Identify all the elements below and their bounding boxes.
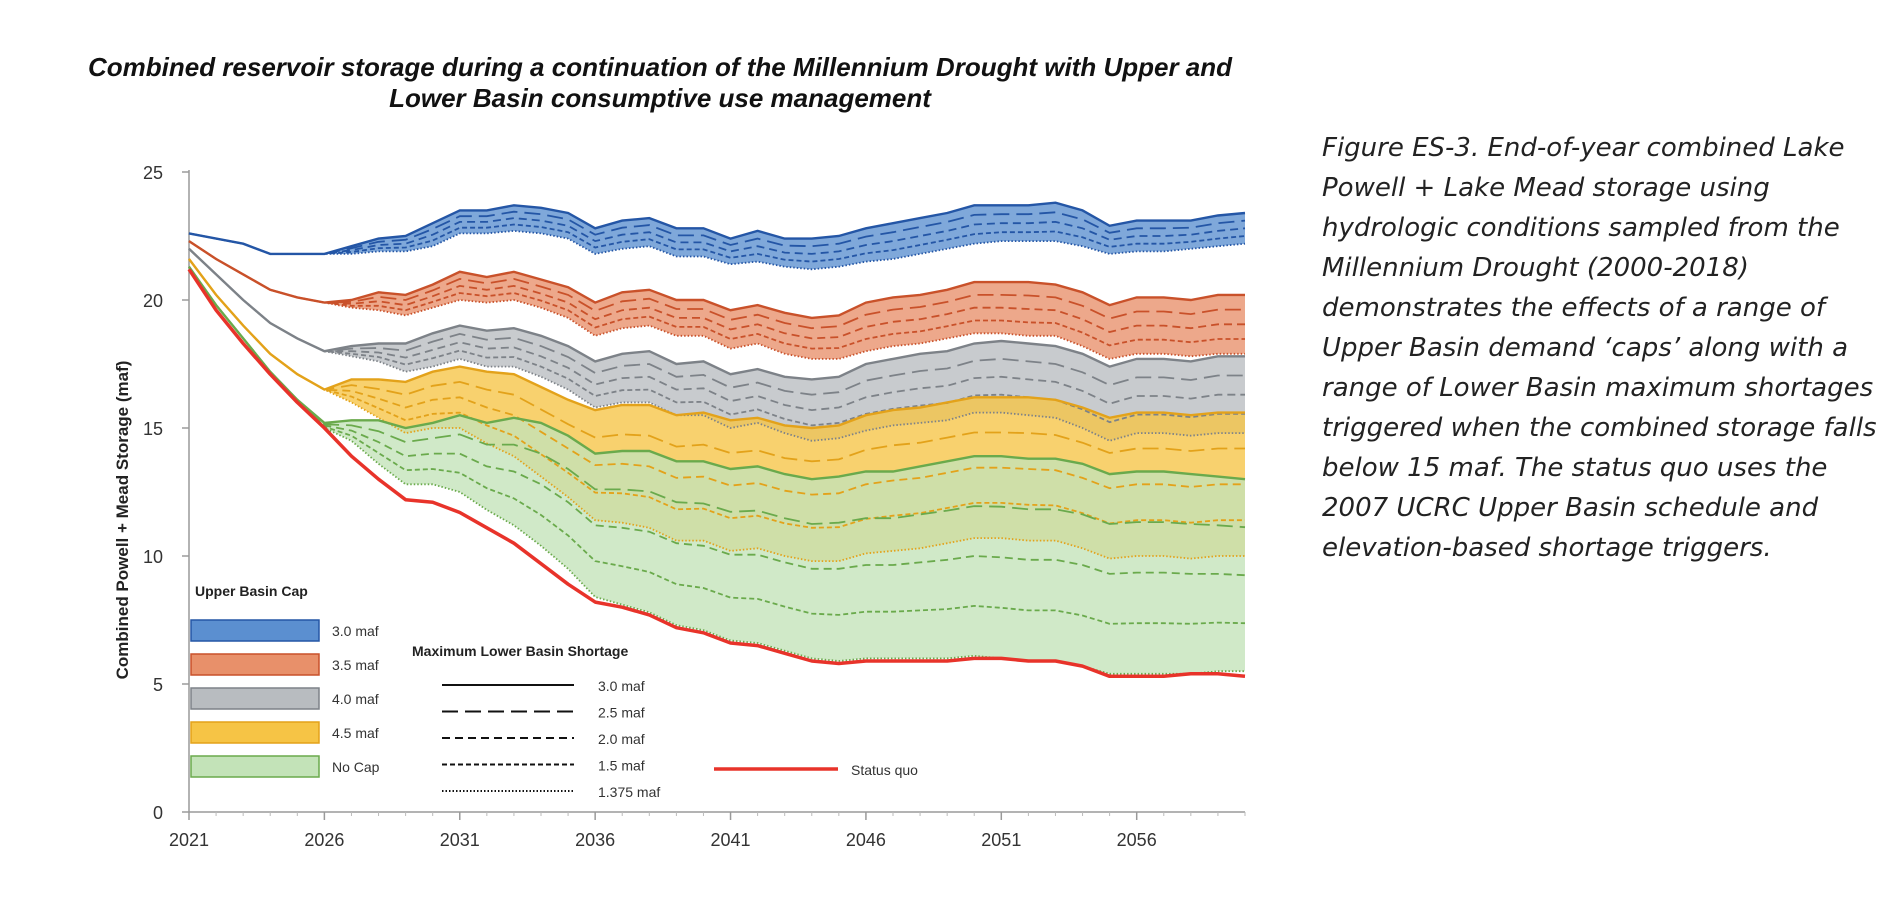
y-tick-label: 5 bbox=[153, 675, 163, 695]
legend-label-status-quo: Status quo bbox=[851, 762, 918, 778]
legend-label-shortage-1: 2.5 maf bbox=[598, 705, 645, 721]
y-axis-label: Combined Powell + Mead Storage (maf) bbox=[113, 361, 132, 680]
cap-0-shortage-line-1 bbox=[188, 210, 1246, 255]
cap-4-shortage-line-0 bbox=[188, 266, 1246, 481]
legend-swatch-cap-4 bbox=[190, 755, 320, 778]
y-tick-label: 15 bbox=[143, 419, 163, 439]
cap-2-shortage-line-2 bbox=[188, 248, 1245, 412]
x-tick-label: 2021 bbox=[169, 830, 209, 850]
cap-4-shortage-line-2 bbox=[188, 266, 1246, 577]
cap-4-shortage-line-1 bbox=[188, 266, 1246, 529]
legend-swatch-cap-3 bbox=[190, 721, 320, 744]
cap-band-2 bbox=[189, 248, 1245, 441]
legend-label-shortage-2: 2.0 maf bbox=[598, 731, 645, 747]
cap-1-shortage-line-0 bbox=[188, 240, 1245, 320]
cap-0-shortage-line-3 bbox=[188, 223, 1246, 263]
cap-1-shortage-line-2 bbox=[188, 240, 1245, 340]
cap-2-shortage-line-3 bbox=[188, 248, 1245, 427]
legend-label-cap-2: 4.0 maf bbox=[332, 691, 379, 707]
status-quo-line bbox=[187, 268, 1246, 679]
legend: Upper Basin Cap 3.0 maf 3.5 maf 4.0 maf 4.5 … bbox=[190, 583, 918, 800]
cap-0-shortage-line-0 bbox=[188, 201, 1246, 256]
cap-3-shortage-line-1 bbox=[188, 258, 1245, 463]
cap-2-shortage-line-1 bbox=[188, 248, 1245, 396]
x-tick-label: 2041 bbox=[711, 830, 751, 850]
legend-label-cap-1: 3.5 maf bbox=[332, 657, 379, 673]
legend-label-cap-3: 4.5 maf bbox=[332, 725, 379, 741]
x-tick-label: 2026 bbox=[304, 830, 344, 850]
cap-band-0 bbox=[189, 202, 1245, 270]
legend-label-cap-0: 3.0 maf bbox=[332, 623, 379, 639]
legend-upper-title: Upper Basin Cap bbox=[195, 583, 308, 599]
cap-3-shortage-line-4 bbox=[188, 258, 1245, 562]
legend-label-shortage-4: 1.375 maf bbox=[598, 784, 660, 800]
cap-3-shortage-line-3 bbox=[188, 258, 1245, 529]
legend-swatch-cap-0 bbox=[190, 619, 320, 642]
legend-label-shortage-0: 3.0 maf bbox=[598, 678, 645, 694]
legend-lower-title: Maximum Lower Basin Shortage bbox=[412, 643, 628, 659]
x-tick-label: 2046 bbox=[846, 830, 886, 850]
cap-0-shortage-line-2 bbox=[188, 217, 1246, 255]
x-tick-label: 2036 bbox=[575, 830, 615, 850]
legend-label-cap-4: No Cap bbox=[332, 759, 380, 775]
cap-3-shortage-line-2 bbox=[188, 258, 1245, 496]
cap-1-shortage-line-1 bbox=[188, 240, 1245, 330]
x-tick-label: 2031 bbox=[440, 830, 480, 850]
cap-4-shortage-line-3 bbox=[188, 266, 1246, 625]
chart-title: Combined reservoir storage during a cont… bbox=[87, 52, 1233, 113]
x-tick-label: 2056 bbox=[1117, 830, 1157, 850]
axes: 0 5 10 15 20 25 2021 2026 2031 2036 2041 2046 2051 20… bbox=[143, 163, 1246, 850]
y-tick-label: 0 bbox=[153, 803, 163, 823]
y-tick-label: 10 bbox=[143, 547, 163, 567]
legend-swatch-cap-2 bbox=[190, 687, 320, 710]
cap-0-shortage-line-4 bbox=[188, 229, 1246, 271]
y-tick-label: 25 bbox=[143, 163, 163, 183]
cap-band-4 bbox=[189, 266, 1245, 674]
figure-caption: Figure ES-3. End-of-year combined Lake P… bbox=[1322, 133, 1877, 563]
cap-bands bbox=[189, 202, 1245, 674]
cap-3-shortage-line-0 bbox=[188, 258, 1245, 430]
legend-swatch-cap-1 bbox=[190, 653, 320, 676]
status-quo-series bbox=[187, 268, 1246, 679]
cap-2-shortage-line-0 bbox=[188, 247, 1245, 381]
y-tick-label: 20 bbox=[143, 291, 163, 311]
cap-band-1 bbox=[189, 241, 1245, 359]
legend-label-shortage-3: 1.5 maf bbox=[598, 758, 645, 774]
x-tick-label: 2051 bbox=[981, 830, 1021, 850]
cap-2-shortage-line-4 bbox=[188, 248, 1245, 442]
